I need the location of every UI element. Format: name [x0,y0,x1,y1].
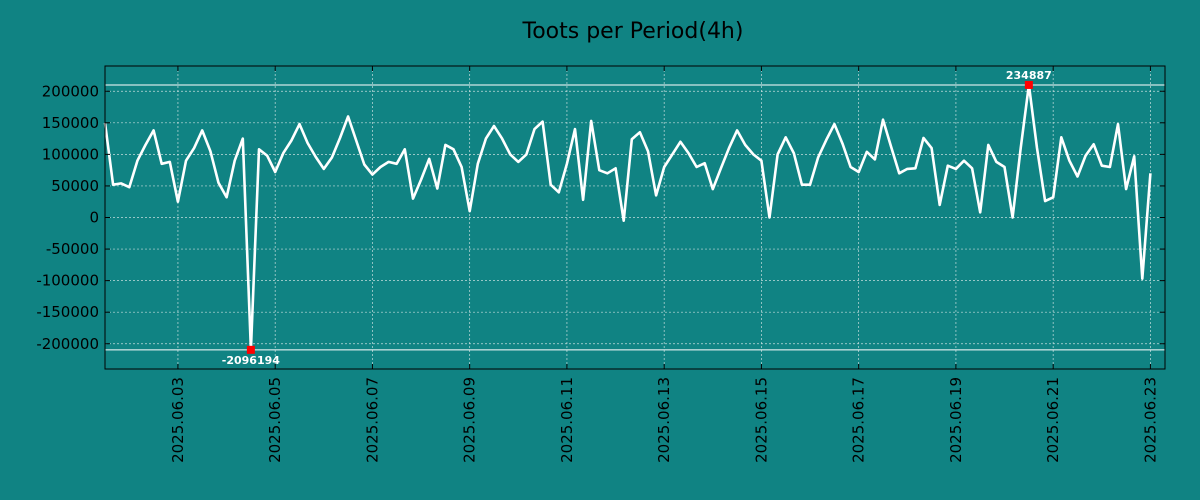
max-marker [1024,80,1033,89]
y-tick-label: 100000 [42,145,99,163]
x-tick-label: 2025.06.07 [363,377,381,463]
x-tick-label: 2025.06.17 [850,377,868,463]
y-tick-label: -100000 [36,272,99,290]
x-tick-label: 2025.06.23 [1141,377,1159,463]
y-tick-label: -50000 [46,240,99,258]
min-value-label: -2096194 [222,354,280,367]
grid-lines [105,66,1165,369]
series-line-toots [103,83,1152,352]
x-tick-label: 2025.06.15 [752,377,770,463]
y-axis: -200000 -150000 -100000 -50000 0 50000 100000 1… [36,82,1165,353]
extreme-markers: 234887 -2096194 [222,69,1052,367]
y-tick-label: 150000 [42,114,99,132]
min-marker [246,345,255,354]
max-value-label: 234887 [1006,69,1052,82]
chart-title: Toots per Period(4h) [522,19,744,44]
y-tick-label: 50000 [51,177,99,195]
x-tick-label: 2025.06.03 [169,377,187,463]
x-tick-label: 2025.06.13 [655,377,673,463]
y-tick-label: 200000 [42,82,99,100]
x-tick-label: 2025.06.19 [947,377,965,463]
x-tick-label: 2025.06.09 [461,377,479,463]
extreme-reference-lines [105,84,1165,351]
x-tick-label: 2025.06.11 [558,377,576,463]
y-tick-label: -150000 [36,303,99,321]
y-tick-label: -200000 [36,335,99,353]
x-tick-label: 2025.06.05 [266,377,284,463]
x-axis: 2025.06.03 2025.06.05 2025.06.07 2025.06.09… [169,66,1159,463]
x-tick-label: 2025.06.21 [1044,377,1062,463]
y-tick-label: 0 [89,209,99,227]
